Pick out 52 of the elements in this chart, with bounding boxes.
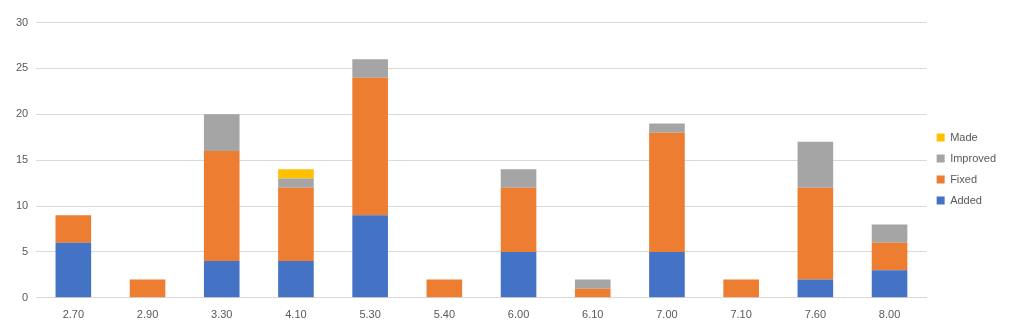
x-tick-label: 5.40	[433, 308, 456, 321]
legend-label: Improved	[950, 151, 997, 164]
bar	[352, 59, 388, 78]
bar	[649, 132, 685, 252]
x-tick-label: 2.90	[136, 308, 159, 321]
x-tick-label: 3.30	[211, 308, 233, 321]
x-tick-label: 7.00	[656, 308, 678, 321]
bar	[871, 224, 908, 243]
bar	[55, 242, 92, 298]
legend-label: Fixed	[950, 172, 978, 185]
bar	[797, 187, 834, 280]
bar	[500, 251, 537, 298]
x-tick-label: 8.00	[878, 308, 901, 321]
y-tick-label: 20	[15, 107, 29, 120]
bar	[871, 242, 908, 271]
y-tick-label: 25	[15, 61, 29, 74]
y-tick-label: 10	[15, 199, 29, 212]
y-tick-label: 30	[15, 15, 29, 28]
y-tick-label: 15	[15, 153, 29, 166]
bar	[203, 261, 240, 298]
x-tick-label: 6.10	[582, 308, 604, 321]
bar	[352, 77, 388, 216]
bar	[278, 169, 314, 179]
y-tick-label: 5	[22, 244, 29, 257]
legend-label: Made	[950, 130, 978, 143]
bar	[203, 114, 240, 152]
x-tick-label: 4.10	[285, 308, 307, 321]
bar	[797, 141, 834, 188]
bar	[574, 279, 611, 289]
bar	[649, 123, 685, 133]
bar	[500, 169, 537, 188]
y-tick-label: 0	[22, 290, 29, 303]
bar	[649, 251, 685, 298]
bar	[797, 279, 834, 298]
bar	[55, 215, 92, 243]
bar	[129, 279, 166, 298]
bar	[426, 279, 463, 298]
bar	[278, 187, 314, 262]
bar	[574, 288, 611, 298]
x-tick-label: 6.00	[507, 308, 530, 321]
bar	[203, 151, 240, 262]
x-tick-label: 2.70	[62, 308, 85, 321]
bar	[723, 279, 759, 298]
bar	[500, 187, 537, 252]
bar	[871, 270, 908, 298]
legend-label: Added	[950, 193, 982, 206]
bar	[352, 215, 388, 298]
x-tick-label: 5.30	[359, 308, 381, 321]
x-tick-label: 7.10	[730, 308, 752, 321]
bar	[278, 178, 314, 188]
bar	[278, 261, 314, 298]
x-tick-label: 7.60	[804, 308, 827, 321]
